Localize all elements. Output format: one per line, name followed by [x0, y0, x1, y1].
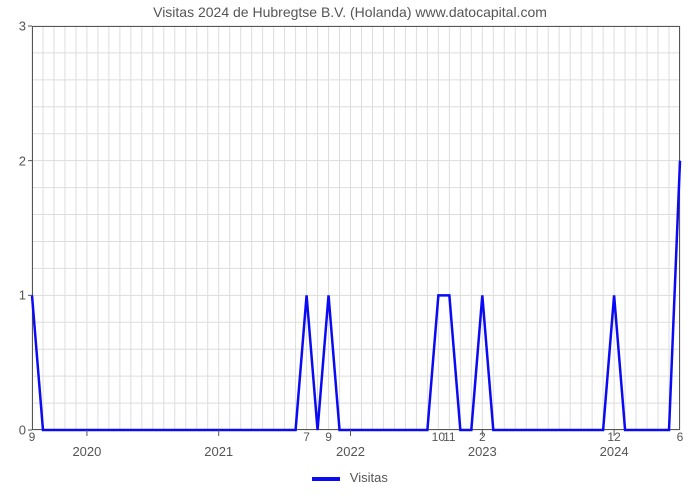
chart-svg	[32, 26, 680, 430]
x-value-label: 2	[479, 430, 486, 444]
x-value-label: 9	[325, 430, 332, 444]
x-year-label: 2022	[336, 430, 365, 459]
legend-label: Visitas	[350, 470, 388, 485]
x-value-label: 7	[303, 430, 310, 444]
x-value-label: 12	[607, 430, 620, 444]
x-year-label: 2021	[204, 430, 233, 459]
x-value-label: 11	[443, 430, 455, 444]
chart-title: Visitas 2024 de Hubregtse B.V. (Holanda)…	[0, 4, 700, 20]
y-tick-label: 2	[19, 153, 32, 168]
legend-swatch	[312, 477, 340, 481]
chart-legend: Visitas	[0, 470, 700, 485]
y-tick-label: 1	[19, 288, 32, 303]
plot-area: 01232020202120222023202497910112126	[32, 26, 680, 430]
x-year-label: 2020	[72, 430, 101, 459]
y-tick-label: 3	[19, 19, 32, 34]
x-value-label: 6	[677, 430, 684, 444]
visits-chart: Visitas 2024 de Hubregtse B.V. (Holanda)…	[0, 0, 700, 500]
x-value-label: 9	[29, 430, 36, 444]
